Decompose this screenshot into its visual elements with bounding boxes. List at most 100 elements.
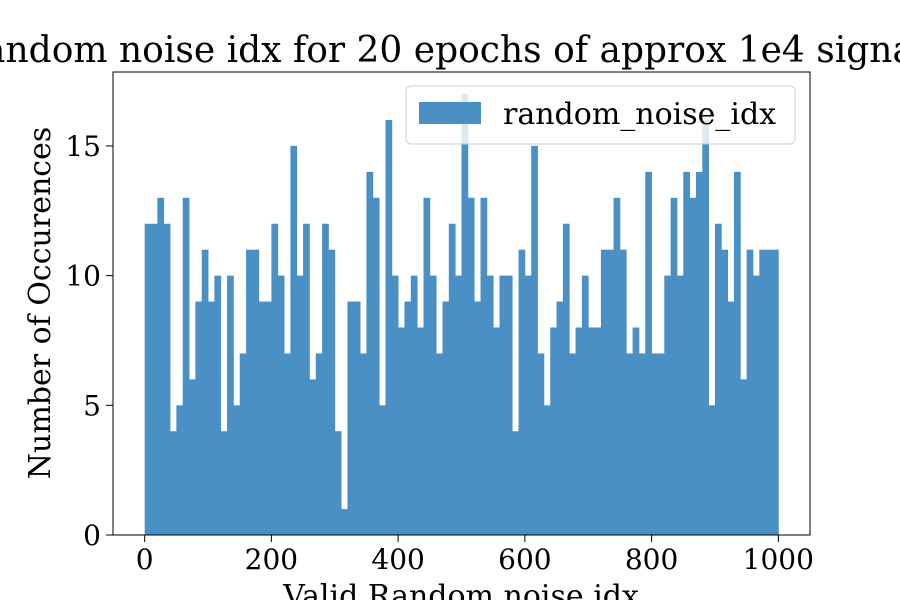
histogram-bar: [569, 353, 576, 535]
histogram-bar: [410, 275, 418, 535]
plot-frame: [112, 71, 811, 536]
histogram-bar: [759, 249, 767, 536]
histogram-bar: [721, 249, 729, 536]
histogram-bar: [480, 197, 488, 535]
histogram-bar: [239, 353, 247, 535]
x-axis-ticks: 0 200 400 600 800 1000: [136, 535, 814, 576]
histogram-bar: [170, 431, 177, 535]
histogram-bar: [664, 275, 671, 535]
histogram-bar: [417, 327, 424, 535]
histogram-bar: [151, 223, 158, 535]
histogram-bar: [740, 379, 748, 535]
bars-group: [144, 94, 779, 536]
legend-label: random_noise_idx: [503, 97, 776, 132]
histogram-bar: [771, 249, 779, 536]
histogram-bar: [626, 353, 633, 535]
histogram-bar: [550, 327, 557, 535]
histogram-bar: [486, 275, 494, 535]
histogram-bar: [309, 379, 317, 535]
histogram-bar: [442, 301, 450, 535]
histogram-bar: [645, 171, 652, 536]
y-tick-label: 0: [83, 519, 101, 552]
histogram-bar: [474, 301, 481, 535]
histogram-bar: [607, 249, 614, 536]
histogram-bar: [163, 223, 171, 535]
x-tick-label: 400: [371, 543, 424, 576]
histogram-bar: [708, 405, 716, 535]
histogram-bar: [208, 301, 215, 535]
histogram-bar: [233, 405, 241, 535]
histogram-bar: [727, 301, 735, 535]
histogram-bar: [201, 249, 209, 536]
histogram-bar: [398, 327, 405, 535]
histogram-bar: [404, 301, 412, 535]
histogram-bar: [372, 197, 380, 535]
histogram-bar: [505, 275, 513, 535]
histogram-bar: [765, 249, 773, 536]
histogram-bar: [543, 405, 551, 535]
histogram-bar: [290, 145, 298, 535]
y-tick-label: 15: [65, 130, 101, 163]
histogram-bar: [341, 509, 348, 535]
histogram-bar: [461, 94, 469, 536]
histogram-bar: [284, 353, 291, 535]
histogram-bar: [246, 249, 253, 536]
histogram-bar: [695, 171, 703, 536]
histogram-bar: [195, 301, 203, 535]
y-tick-label: 5: [83, 389, 101, 422]
histogram-bar: [676, 275, 684, 535]
histogram-bar: [366, 171, 374, 536]
histogram-bar: [303, 223, 310, 535]
histogram-bar: [531, 145, 538, 535]
histogram-bar: [651, 353, 659, 535]
histogram-bar: [379, 405, 386, 535]
histogram-bar: [613, 197, 621, 535]
y-axis-label: Number of Occurences: [23, 127, 58, 479]
chart-title: Random noise idx for 20 epochs of approx…: [0, 30, 900, 71]
x-tick-label: 0: [136, 543, 154, 576]
histogram-bar: [176, 405, 184, 535]
histogram-bar: [670, 197, 678, 535]
histogram-bar: [752, 275, 760, 535]
histogram-bar: [588, 327, 595, 535]
histogram-bar: [733, 171, 741, 536]
histogram-bar: [493, 327, 500, 535]
histogram-bar: [714, 223, 722, 535]
histogram-bar: [512, 431, 519, 535]
x-axis-label: Valid Random noise idx: [282, 579, 639, 600]
histogram-bar: [600, 249, 608, 536]
histogram-bar: [746, 249, 754, 536]
histogram-bar: [429, 275, 437, 535]
histogram-bar: [556, 301, 564, 535]
legend-box: [405, 85, 796, 145]
histogram-bar: [657, 353, 665, 535]
histogram-bar: [455, 275, 462, 535]
histogram-bar: [271, 223, 279, 535]
histogram-bar: [360, 353, 367, 535]
histogram-bar: [353, 301, 361, 535]
x-tick-label: 600: [498, 543, 551, 576]
histogram-bar: [537, 353, 545, 535]
histogram-bar: [227, 275, 234, 535]
legend: random_noise_idx: [405, 85, 796, 145]
x-tick-label: 200: [245, 543, 298, 576]
histogram-bar: [296, 275, 304, 535]
histogram-bar: [322, 223, 329, 535]
histogram-bar: [385, 119, 393, 535]
histogram-bar: [524, 275, 532, 535]
histogram-bar: [252, 249, 260, 536]
histogram-bar: [448, 223, 456, 535]
histogram-bar: [265, 301, 272, 535]
histogram-bar: [594, 327, 602, 535]
histogram-bar: [683, 171, 691, 536]
histogram-bar: [334, 431, 342, 535]
histogram-bar: [157, 197, 165, 535]
histogram-bar: [258, 301, 266, 535]
histogram-bar: [575, 327, 583, 535]
histogram-bar: [315, 353, 323, 535]
histogram-bar: [328, 249, 336, 536]
histogram-bar: [499, 275, 507, 535]
x-tick-label: 800: [625, 543, 678, 576]
histogram-bar: [518, 249, 526, 536]
